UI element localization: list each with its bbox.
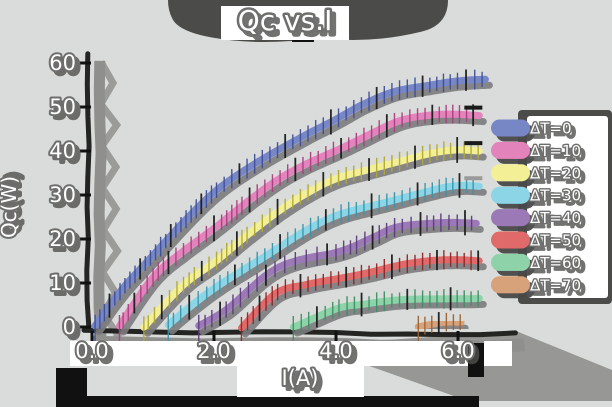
series-line-delta-t-60	[289, 294, 483, 331]
legend-swatch-delta-t-30	[491, 186, 530, 204]
y-axis-label: Qc(W)	[0, 176, 21, 238]
series-markers-delta-t-40	[198, 210, 473, 347]
legend-background-box	[527, 116, 608, 298]
legend-swatch-delta-t-10	[491, 141, 530, 159]
legend-swatch-delta-t-70	[491, 276, 530, 294]
legend-swatch-delta-t-20	[491, 164, 530, 182]
legend-label-delta-t-50: ΔT=50	[530, 232, 581, 250]
legend-swatch-delta-t-60	[491, 253, 530, 271]
y-tick-label: 60	[49, 51, 76, 75]
x-axis-label: I(A)	[282, 366, 319, 390]
shadow-bar-right	[468, 343, 484, 377]
y-tick-label: 10	[49, 271, 76, 295]
y-tick-label: 40	[49, 139, 76, 163]
legend-label-delta-t-20: ΔT=20	[530, 164, 581, 182]
series-delta-t-10	[116, 104, 483, 348]
series-markers-delta-t-50	[240, 249, 480, 349]
tick-labels-layer: 0.0 2.0 4.0 6.0 0 10 20 30 40 50 60	[47, 49, 476, 365]
series-markers-delta-t-60	[292, 287, 479, 349]
legend-label-delta-t-60: ΔT=60	[530, 254, 581, 272]
x-ticklabel-band-right	[484, 341, 512, 366]
legend-swatch-delta-t-50	[491, 231, 530, 249]
legend: ΔT=0 ΔT=10 ΔT=20 ΔT=30 ΔT=40 ΔT=50 ΔT=60 ΔT=70	[491, 110, 612, 304]
series-delta-t-0	[91, 69, 489, 347]
legend-swatch-delta-t-40	[491, 209, 530, 227]
legend-swatch-delta-t-0	[491, 119, 530, 137]
x-tick-label: 2.0	[197, 339, 230, 363]
series-delta-t-50	[238, 249, 483, 349]
y-tick-label: 0	[63, 315, 76, 339]
x-axis-spine	[81, 327, 518, 338]
chart-title: Qc vs.I	[238, 4, 333, 37]
y-tick-label: 30	[49, 183, 76, 207]
legend-label-delta-t-10: ΔT=10	[530, 142, 581, 160]
y-axis-spine-shadow	[93, 60, 107, 338]
x-tick-label: 6.0	[441, 339, 474, 363]
x-tick-label: 0.0	[75, 339, 108, 363]
x-tick-label: 4.0	[319, 339, 352, 363]
series-delta-t-60	[289, 287, 483, 349]
shadow-blob-bottom-left	[56, 368, 87, 407]
series-delta-t-30	[164, 173, 483, 346]
y-tick-label: 20	[49, 227, 76, 251]
legend-label-delta-t-70: ΔT=70	[530, 276, 581, 294]
legend-label-delta-t-30: ΔT=30	[530, 187, 581, 205]
shadow-bar-bottom	[86, 396, 479, 407]
series-layer	[91, 69, 489, 349]
y-axis-spine	[84, 51, 92, 333]
legend-label-delta-t-40: ΔT=40	[530, 209, 581, 227]
xlabel-background-box	[237, 359, 364, 397]
series-delta-t-40	[195, 210, 480, 347]
series-markers-delta-t-0	[94, 69, 483, 347]
tick-band-layer	[56, 341, 512, 407]
series-markers-delta-t-30	[167, 173, 474, 346]
y-tick-label: 50	[49, 95, 76, 119]
legend-label-delta-t-0: ΔT=0	[530, 120, 572, 138]
title-background-box	[221, 6, 349, 40]
